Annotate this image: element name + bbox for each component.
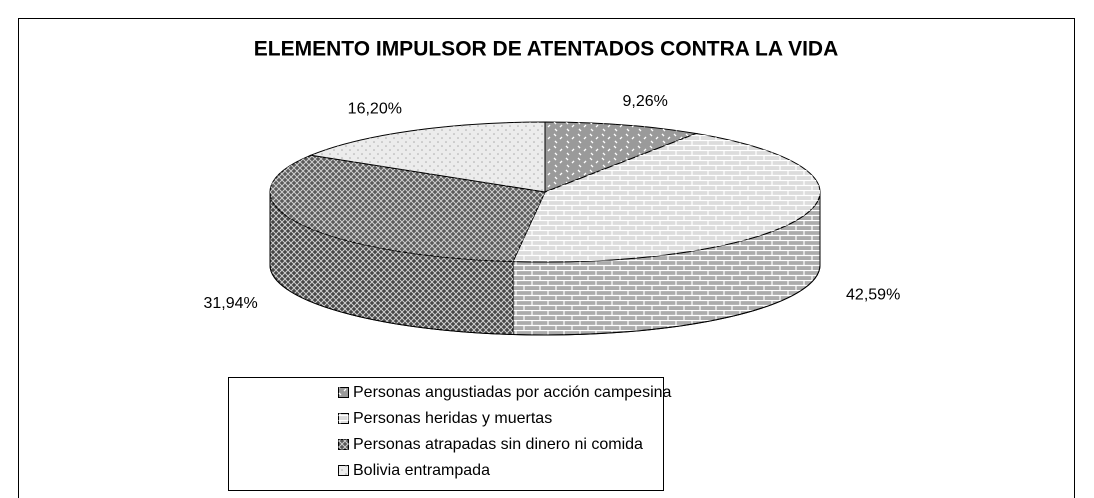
slice-texture — [545, 122, 697, 192]
slice-texture — [513, 133, 821, 262]
data-label: 16,20% — [348, 101, 402, 118]
legend-label: Bolivia entrampada — [353, 462, 490, 479]
legend-label: Personas angustiadas por acción campesin… — [353, 384, 672, 401]
data-label: 42,59% — [846, 287, 900, 304]
pie-tops — [269, 121, 821, 263]
legend-label: Personas atrapadas sin dinero ni comida — [353, 436, 643, 453]
data-labels: 9,26% 42,59% 31,94% 16,20% — [203, 93, 900, 312]
slice-side-texture — [513, 192, 820, 335]
chart-title: ELEMENTO IMPULSOR DE ATENTADOS CONTRA LA… — [254, 38, 839, 61]
legend-swatch-texture — [338, 465, 349, 476]
legend — [228, 377, 664, 491]
legend-swatch-texture — [338, 413, 349, 424]
legend-swatch-texture — [338, 387, 349, 398]
data-label: 31,94% — [203, 295, 257, 312]
legend-label: Personas heridas y muertas — [353, 410, 552, 427]
pie-outline — [269, 192, 821, 336]
legend-swatch-texture — [338, 439, 349, 450]
legend-items: Personas angustiadas por acción campesin… — [338, 384, 672, 479]
slice-texture — [310, 122, 545, 192]
data-label: 9,26% — [622, 93, 667, 110]
slice-side-texture — [270, 192, 514, 335]
slice-texture — [269, 155, 545, 262]
